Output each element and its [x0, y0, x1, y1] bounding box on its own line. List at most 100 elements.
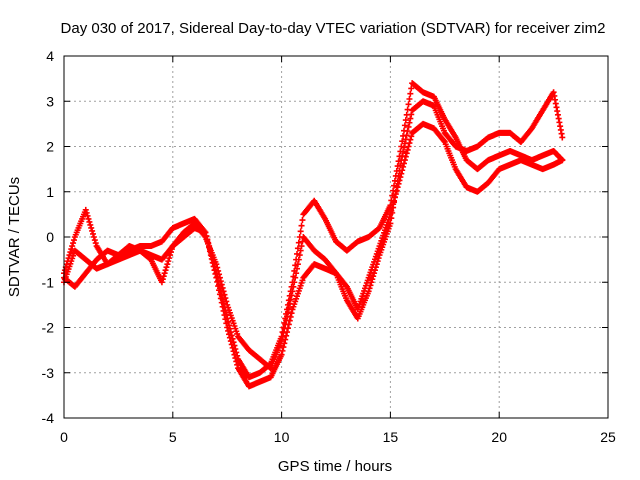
data-point: [282, 321, 289, 328]
data-point: [295, 256, 302, 263]
data-point: [160, 273, 167, 280]
data-point: [373, 261, 380, 268]
data-point: [370, 273, 377, 280]
data-point: [284, 309, 291, 316]
data-point: [405, 123, 412, 130]
data-point: [224, 324, 231, 331]
x-tick-label: 10: [274, 429, 290, 445]
data-point: [230, 348, 237, 355]
data-point: [222, 295, 229, 302]
data-point: [369, 276, 376, 283]
data-point: [83, 209, 90, 216]
x-tick-label: 0: [60, 429, 68, 445]
data-point: [289, 288, 296, 295]
data-point: [407, 115, 414, 122]
data-point: [284, 313, 291, 320]
data-point: [387, 220, 394, 227]
data-point: [167, 249, 174, 256]
data-point: [70, 237, 77, 244]
data-point: [286, 300, 293, 307]
data-point: [227, 338, 234, 345]
data-point: [69, 243, 76, 250]
data-point: [279, 333, 286, 340]
data-point: [332, 269, 339, 276]
data-point: [67, 249, 74, 256]
data-point: [216, 287, 223, 294]
data-point: [298, 222, 305, 229]
data-point: [283, 332, 290, 339]
data-point: [293, 270, 300, 277]
y-tick-label: 4: [46, 48, 54, 64]
data-point: [391, 194, 398, 201]
data-point: [405, 143, 412, 150]
data-point: [158, 279, 165, 286]
data-point: [288, 310, 295, 317]
data-point: [226, 334, 233, 341]
data-point: [232, 355, 239, 362]
data-point: [408, 111, 415, 118]
data-point: [375, 255, 382, 262]
data-point: [297, 228, 304, 235]
data-point: [82, 206, 89, 213]
data-point: [299, 217, 306, 224]
data-point: [223, 320, 230, 327]
data-point: [91, 237, 98, 244]
data-point: [87, 221, 94, 228]
series-1: [61, 80, 566, 381]
data-point: [221, 291, 228, 298]
data-point: [371, 270, 378, 277]
x-tick-label: 5: [169, 429, 177, 445]
data-point: [159, 276, 166, 283]
data-point: [63, 261, 70, 268]
data-point: [393, 183, 400, 190]
data-point: [226, 331, 233, 338]
data-point: [559, 157, 566, 164]
data-point: [366, 285, 373, 292]
data-point: [61, 267, 68, 274]
data-point: [396, 167, 403, 174]
data-point: [220, 288, 227, 295]
data-point: [162, 267, 169, 274]
data-point: [214, 264, 221, 271]
data-point: [290, 283, 297, 290]
data-point: [394, 178, 401, 185]
data-point: [218, 299, 225, 306]
data-point: [228, 341, 235, 348]
data-point: [165, 258, 172, 265]
data-point: [401, 140, 408, 147]
data-point: [90, 234, 97, 240]
data-point: [219, 284, 226, 291]
data-point: [280, 329, 287, 336]
data-point: [216, 274, 223, 281]
data-point: [397, 162, 404, 169]
data-point: [404, 146, 411, 153]
data-point: [342, 282, 349, 289]
data-point: [215, 283, 222, 290]
y-tick-label: -2: [42, 320, 55, 336]
data-point: [408, 133, 415, 140]
data-point: [201, 232, 208, 239]
data-point: [395, 172, 402, 179]
data-point: [223, 298, 230, 305]
x-tick-label: 20: [491, 429, 507, 445]
data-point: [294, 265, 301, 272]
data-point: [292, 274, 299, 281]
y-tick-label: 0: [46, 229, 54, 245]
data-point: [401, 144, 407, 151]
x-tick-label: 15: [383, 429, 399, 445]
data-point: [400, 148, 407, 155]
data-point: [278, 351, 285, 358]
data-point: [296, 252, 303, 259]
data-point: [219, 303, 226, 310]
data-point: [374, 258, 381, 265]
data-point: [372, 264, 379, 271]
data-point: [213, 261, 220, 268]
data-point: [164, 261, 171, 268]
data-point: [225, 327, 232, 334]
data-point: [166, 255, 173, 262]
data-layer: [61, 80, 566, 390]
data-point: [390, 204, 397, 211]
data-point: [392, 188, 399, 195]
data-point: [231, 351, 238, 358]
